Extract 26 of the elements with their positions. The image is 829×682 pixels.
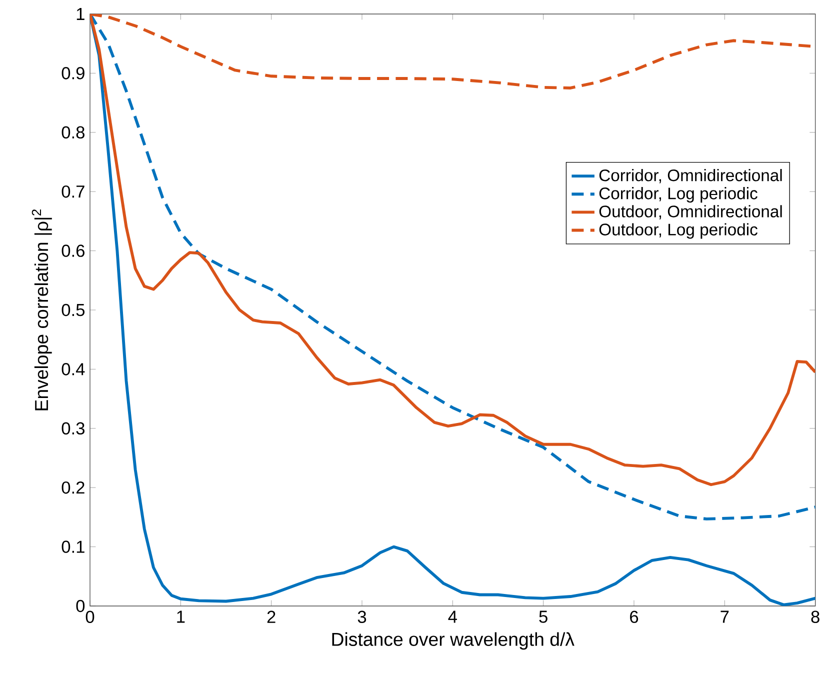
legend-label: Outdoor, Omnidirectional <box>599 205 782 220</box>
legend-label: Corridor, Omnidirectional <box>599 168 782 184</box>
y-tick-label: 0.4 <box>62 363 85 376</box>
x-tick-label: 8 <box>811 610 820 624</box>
x-tick-label: 1 <box>177 610 185 623</box>
x-tick-label: 0 <box>86 610 94 624</box>
legend-label: Outdoor, Log periodic <box>599 223 758 239</box>
x-tick-label: 2 <box>267 610 276 623</box>
x-tick-label: 7 <box>720 610 729 623</box>
y-tick-label: 1 <box>76 8 84 20</box>
legend-label: Corridor, Log periodic <box>599 187 758 203</box>
x-tick-label: 4 <box>448 610 457 623</box>
y-tick-label: 0.1 <box>62 540 84 553</box>
y-tick-label: 0.9 <box>62 67 84 80</box>
y-tick-label: 0.8 <box>62 126 84 139</box>
y-axis-title: Envelope correlation |ρ|$^{2}$ <box>32 210 52 410</box>
x-axis-title: Distance over wavelength d/λ <box>332 632 574 650</box>
x-tick-label: 3 <box>358 610 366 624</box>
y-tick-label: 0.3 <box>62 422 84 435</box>
y-tick-label: 0.7 <box>62 185 84 198</box>
x-tick-label: 5 <box>539 610 548 623</box>
y-tick-label: 0.2 <box>62 481 84 494</box>
y-tick-label: 0.6 <box>62 244 84 257</box>
y-tick-label: 0.5 <box>62 304 84 316</box>
x-tick-label: 6 <box>630 610 638 624</box>
y-tick-label: 0 <box>76 600 85 612</box>
